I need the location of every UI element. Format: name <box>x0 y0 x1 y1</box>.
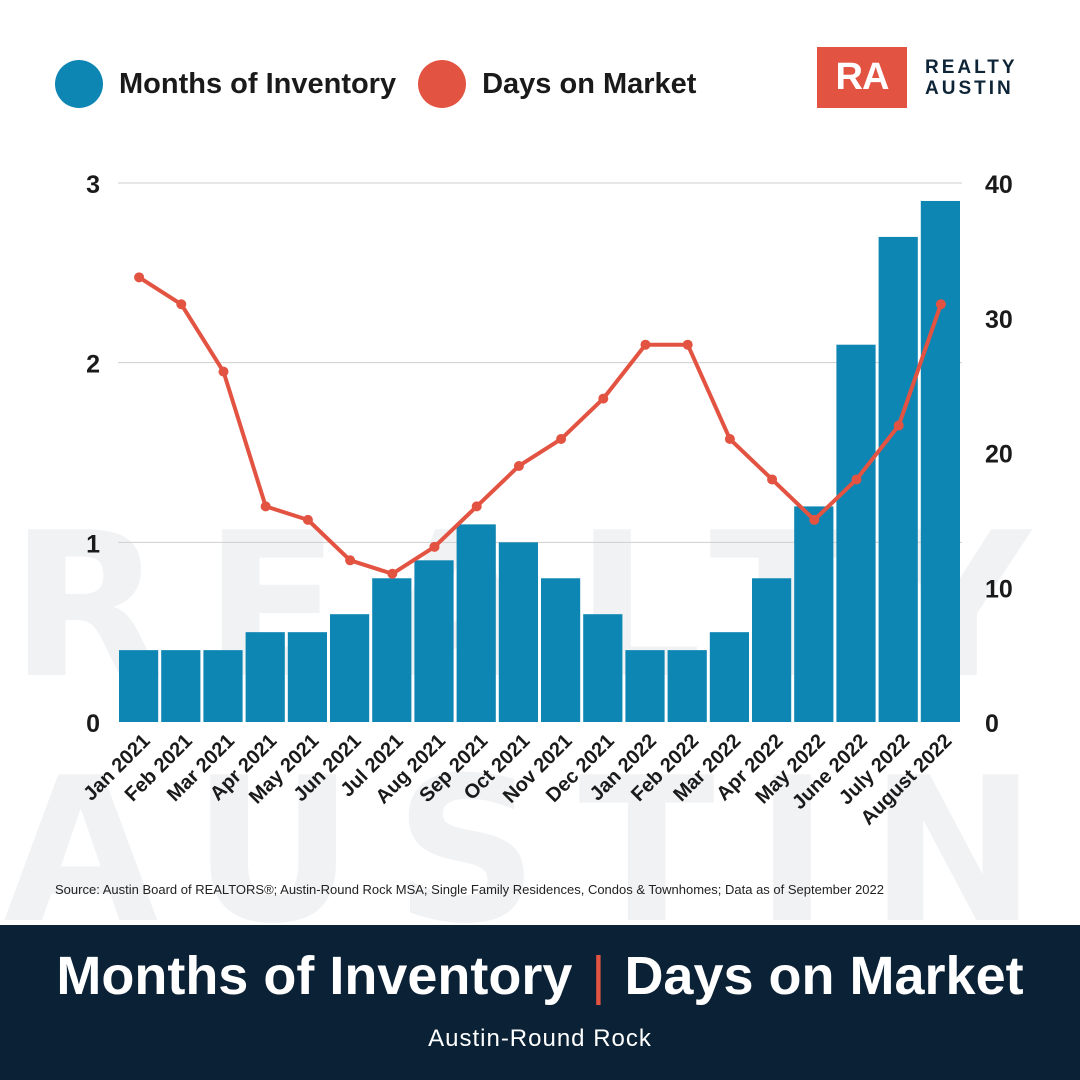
bar <box>119 650 159 722</box>
realty-austin-logo: RA REALTY AUSTIN <box>817 47 1018 108</box>
logo-wordmark: REALTY AUSTIN <box>925 57 1018 99</box>
line-point <box>724 434 735 445</box>
line-point <box>682 339 693 350</box>
line-point <box>851 474 862 485</box>
line-point <box>176 299 187 310</box>
footer-title-separator: | <box>591 946 606 1006</box>
inventory-bars <box>119 200 960 722</box>
legend-swatch-inventory <box>55 60 103 108</box>
footer-banner: Months of Inventory | Days on Market Aus… <box>0 925 1080 1080</box>
line-point <box>345 555 356 566</box>
bar <box>794 506 834 722</box>
line-point <box>935 299 946 310</box>
left-axis-tick: 2 <box>86 351 100 379</box>
right-axis-tick: 0 <box>985 710 999 738</box>
bar <box>161 650 201 722</box>
bar <box>456 524 496 722</box>
bar <box>541 578 581 722</box>
legend-item-days: Days on Market <box>418 60 696 108</box>
bar <box>330 614 370 722</box>
bar <box>414 560 454 722</box>
bar <box>920 200 960 722</box>
line-point <box>893 420 904 431</box>
bar <box>752 578 792 722</box>
legend-swatch-days <box>418 60 467 108</box>
right-axis-tick: 10 <box>985 575 1013 603</box>
line-point <box>640 339 651 350</box>
legend-label-inventory: Months of Inventory <box>119 67 397 100</box>
right-axis-tick: 20 <box>985 441 1013 469</box>
right-axis-tick: 40 <box>985 171 1013 199</box>
bar <box>372 578 412 722</box>
line-point <box>218 366 229 377</box>
bar <box>667 650 707 722</box>
bar <box>287 632 327 722</box>
line-point <box>260 501 271 512</box>
source-note: Source: Austin Board of REALTORS®; Austi… <box>55 882 884 897</box>
line-point <box>556 434 567 445</box>
line-point <box>429 541 440 552</box>
line-point <box>513 460 524 471</box>
left-axis-tick: 0 <box>86 710 100 738</box>
left-axis-tick: 3 <box>86 171 100 199</box>
chart-legend: Months of Inventory Days on Market <box>55 60 718 108</box>
days-on-market-line <box>134 272 946 579</box>
footer-title-right: Days on Market <box>624 946 1024 1006</box>
right-axis-tick: 30 <box>985 306 1013 334</box>
bar <box>625 650 665 722</box>
bar <box>498 542 538 722</box>
footer-title: Months of Inventory | Days on Market <box>0 945 1080 1007</box>
line-point <box>134 272 145 283</box>
left-axis-tick: 1 <box>86 530 100 558</box>
logo-line-1: REALTY <box>925 56 1018 78</box>
footer-title-left: Months of Inventory <box>56 946 573 1006</box>
line-point <box>809 514 820 525</box>
line-point <box>767 474 778 485</box>
line-path <box>138 275 943 576</box>
logo-mark: RA <box>817 47 907 108</box>
bar <box>583 614 623 722</box>
legend-label-days: Days on Market <box>482 67 697 100</box>
footer-subtitle: Austin-Round Rock <box>428 1025 652 1052</box>
bar <box>203 650 243 722</box>
bar <box>878 236 918 722</box>
grid-lines <box>118 182 962 543</box>
legend-item-inventory: Months of Inventory <box>55 60 396 108</box>
line-point <box>598 393 609 404</box>
line-point <box>387 568 398 579</box>
line-point <box>302 514 313 525</box>
line-point <box>471 501 482 512</box>
bar <box>836 344 876 722</box>
bar <box>709 632 749 722</box>
logo-line-2: AUSTIN <box>925 77 1014 99</box>
bar <box>245 632 285 722</box>
